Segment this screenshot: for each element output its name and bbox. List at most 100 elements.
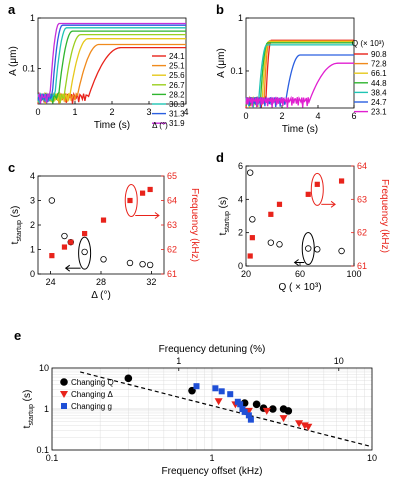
annotation-ellipse-red: [124, 184, 138, 217]
delta-triangle-point: [295, 420, 304, 428]
x-tick-label: 20: [241, 269, 251, 279]
legend-label: 31.9: [169, 119, 185, 128]
legend-title: Δ (°): [152, 121, 168, 130]
open-circle-point: [305, 245, 312, 252]
x-tick-label: 2: [279, 111, 284, 121]
y-axis-label: tstartup (s): [22, 390, 35, 429]
delta-triangle-point: [60, 391, 68, 398]
legend-label: 24.1: [169, 52, 185, 61]
series-line: [37, 27, 186, 104]
q-circle-point: [284, 407, 293, 415]
red-square-point: [139, 190, 146, 196]
open-circle-point: [246, 169, 254, 176]
y-tick-label: 1: [238, 13, 243, 23]
red-square-point: [127, 197, 133, 204]
x-axis-label: Time (s): [94, 120, 130, 131]
x-tick-label: 2: [109, 107, 114, 117]
panel-letter-b: b: [216, 2, 224, 17]
top-axis-label: Frequency detuning (%): [159, 344, 266, 355]
delta-triangle-point: [304, 423, 313, 431]
open-circle-point: [126, 259, 134, 267]
y-axis-label: tstartup (s): [218, 197, 231, 236]
red-square-point: [82, 230, 88, 237]
legend-label: 90.8: [371, 50, 387, 59]
series-line: [245, 42, 354, 108]
top-tick-label: 1: [176, 356, 181, 366]
delta-triangle-point: [279, 415, 288, 423]
red-square-point: [100, 217, 107, 223]
annotation-ellipse-black: [301, 232, 315, 265]
x-tick-label: 4: [315, 111, 320, 121]
red-square-point: [268, 211, 274, 217]
g-square-point: [212, 385, 219, 392]
legend-label: 23.1: [371, 108, 387, 117]
series-line: [245, 40, 354, 108]
y-axis-label-text: tstartup (s): [22, 390, 35, 429]
legend-label: 26.7: [169, 81, 185, 90]
y2-tick-label: 63: [357, 194, 367, 204]
y2-tick-label: 62: [357, 228, 367, 238]
legend-label: 25.1: [169, 62, 185, 71]
x-tick-label: 1: [72, 107, 77, 117]
legend-label: 38.4: [371, 88, 387, 97]
x-tick-label: 3: [146, 107, 151, 117]
legend-label: Changing Q: [71, 378, 114, 387]
annotation-arrowhead-black: [64, 264, 71, 272]
red-square-point: [147, 186, 153, 193]
y2-tick-label: 64: [167, 196, 177, 206]
x-tick-label: 100: [346, 269, 361, 279]
legend-label: 25.6: [169, 71, 185, 80]
red-square-point: [61, 244, 68, 250]
g-square-point: [241, 408, 248, 415]
x-axis-label: Time (s): [282, 124, 318, 135]
y-tick-label: 3: [30, 196, 35, 206]
panel-letter-e: e: [14, 328, 21, 343]
y-tick-label: 0: [30, 269, 35, 279]
y-tick-label: 0.1: [22, 64, 35, 74]
y2-tick-label: 63: [167, 220, 177, 230]
series-line: [37, 24, 186, 103]
open-circle-point: [139, 261, 146, 268]
annotation-ellipse-red: [310, 172, 324, 206]
g-square-point: [218, 388, 225, 395]
y-tick-label: 0.1: [230, 66, 243, 76]
annotation-arrowhead-red: [330, 200, 336, 208]
y-tick-label: 1: [30, 13, 35, 23]
y-tick-label: 1: [44, 404, 49, 414]
red-square-point: [247, 253, 253, 259]
x-axis-label: Δ (°): [91, 290, 111, 301]
x-tick-label: 24: [46, 277, 56, 287]
legend-label: 66.1: [371, 69, 387, 78]
g-square-point: [227, 391, 234, 398]
series-line: [37, 30, 186, 104]
x-tick-label: 10: [367, 453, 377, 463]
open-circle-point: [81, 248, 88, 256]
y-tick-label: 10: [39, 363, 49, 373]
fit-line: [80, 371, 373, 448]
open-circle-point: [249, 216, 256, 223]
g-square-point: [247, 416, 254, 423]
g-square-point: [237, 401, 244, 408]
panel-letter-d: d: [216, 150, 224, 165]
open-circle-point: [267, 239, 275, 246]
x-tick-label: 0.1: [46, 453, 59, 463]
y2-axis-label: Frequency (kHz): [189, 188, 200, 262]
legend-label: 31.3: [169, 110, 185, 119]
x-tick-label: 28: [96, 277, 106, 287]
y-axis-label: A (μm): [216, 48, 227, 78]
y2-tick-label: 61: [167, 269, 177, 279]
q-circle-point: [60, 378, 68, 386]
annotation-ellipse-black: [78, 236, 92, 270]
y2-tick-label: 61: [357, 261, 367, 271]
q-circle-point: [252, 400, 261, 409]
x-tick-label: 0: [243, 111, 248, 121]
panel-letter-a: a: [8, 2, 16, 17]
y-tick-label: 6: [238, 161, 243, 171]
g-square-point: [61, 403, 67, 409]
x-tick-label: 4: [183, 107, 188, 117]
series-line: [37, 33, 186, 104]
y-tick-label: 2: [238, 228, 243, 238]
open-circle-point: [276, 241, 283, 248]
red-square-point: [68, 239, 74, 245]
